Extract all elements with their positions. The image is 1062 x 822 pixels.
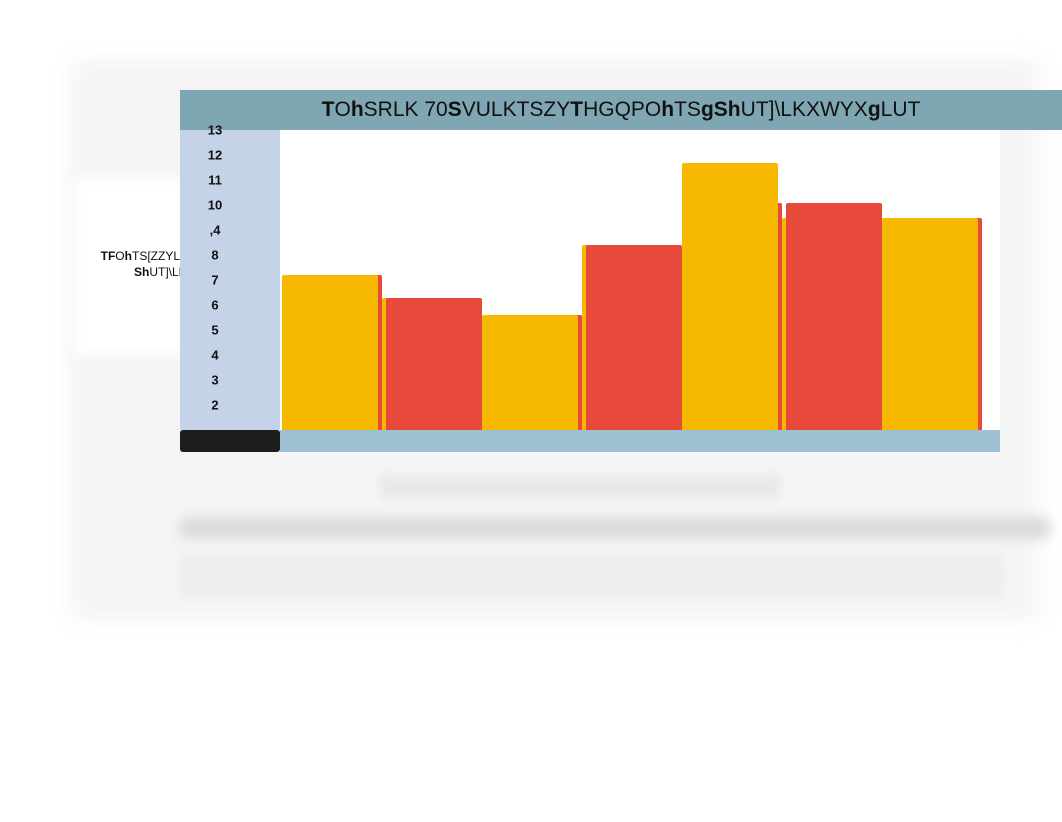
y-tick-label: 11 (180, 173, 250, 188)
bar-back (386, 298, 482, 431)
bar-front (882, 218, 978, 431)
y-tick-label: ,4 (180, 223, 250, 238)
y-tick-label: 6 (180, 298, 250, 313)
y-tick-label: 2 (180, 398, 250, 413)
footnote-placeholder (180, 555, 1002, 597)
plot-area (280, 130, 1000, 430)
bar-front (482, 315, 578, 430)
x-axis-dark-block (180, 430, 280, 452)
y-tick-label: 7 (180, 273, 250, 288)
legend-placeholder (380, 475, 780, 499)
x-axis-strip (280, 430, 1000, 452)
bar-chart: 13121110,48765432 (180, 130, 1000, 460)
y-tick-label: 12 (180, 148, 250, 163)
y-tick-label: 5 (180, 323, 250, 338)
y-axis: 13121110,48765432 (180, 130, 280, 430)
bar-back (586, 245, 682, 430)
y-tick-label: 13 (180, 123, 250, 138)
y-tick-label: 10 (180, 198, 250, 213)
y-tick-label: 3 (180, 373, 250, 388)
y-tick-label: 8 (180, 248, 250, 263)
y-tick-label: 4 (180, 348, 250, 363)
caption-placeholder (180, 518, 1050, 538)
bar-front (682, 163, 778, 431)
bar-back (786, 203, 882, 431)
chart-title: TOhSRLK 70 SVULKTSZY THGQPOhTSg ShUT]\LK… (180, 90, 1062, 130)
bar-front (282, 275, 378, 430)
